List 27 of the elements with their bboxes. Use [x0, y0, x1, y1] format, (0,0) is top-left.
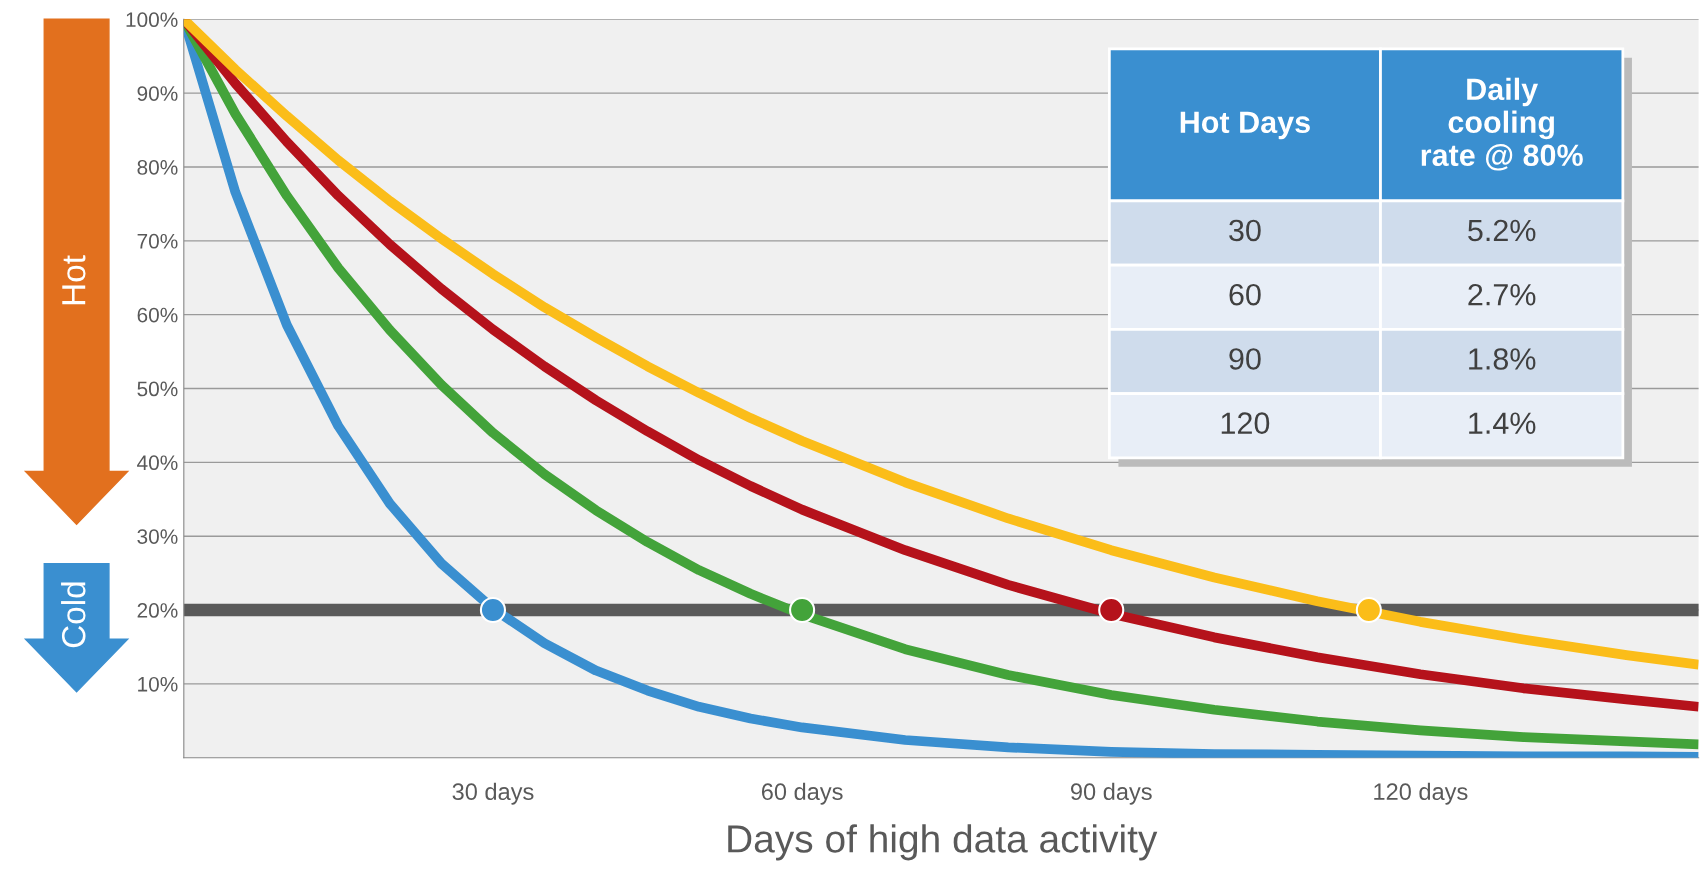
y-tick-label: 60% — [137, 307, 178, 323]
annotation: Daily cooling rate @ 80% — [1421, 77, 1583, 171]
annotation: 120 — [1221, 412, 1270, 435]
y-tick-label: 70% — [137, 233, 178, 249]
annotation: 1.4% — [1469, 412, 1536, 434]
y-tick-label: 40% — [137, 455, 178, 471]
annotation: Hot Days — [1180, 111, 1310, 140]
y-tick-label: 90% — [137, 86, 178, 101]
x-tick-label: 120 days — [1374, 782, 1468, 805]
y-tick-label: 50% — [137, 381, 178, 397]
annotation: 1.8% — [1469, 348, 1536, 370]
y-tick-label: 30% — [137, 529, 178, 544]
annotation: 60 — [1229, 283, 1261, 306]
y-tick-label: 100% — [126, 12, 178, 28]
x-tick-label: 30 days — [452, 782, 534, 805]
annotation: 30 — [1229, 219, 1261, 242]
text: Cold — [61, 582, 86, 648]
annotation: 5.2% — [1468, 219, 1536, 242]
annotation: 2.7% — [1468, 283, 1536, 306]
x-tick-label: 90 days — [1070, 782, 1152, 805]
x-axis-title: Days of high data activity — [728, 824, 1158, 861]
y-tick-label: 20% — [137, 603, 178, 618]
annotation: 90 — [1229, 348, 1261, 370]
text: Hot — [62, 255, 86, 305]
y-tick-label: 10% — [138, 676, 178, 692]
y-tick-label: 80% — [137, 160, 178, 175]
x-tick-label: 60 days — [761, 782, 843, 805]
